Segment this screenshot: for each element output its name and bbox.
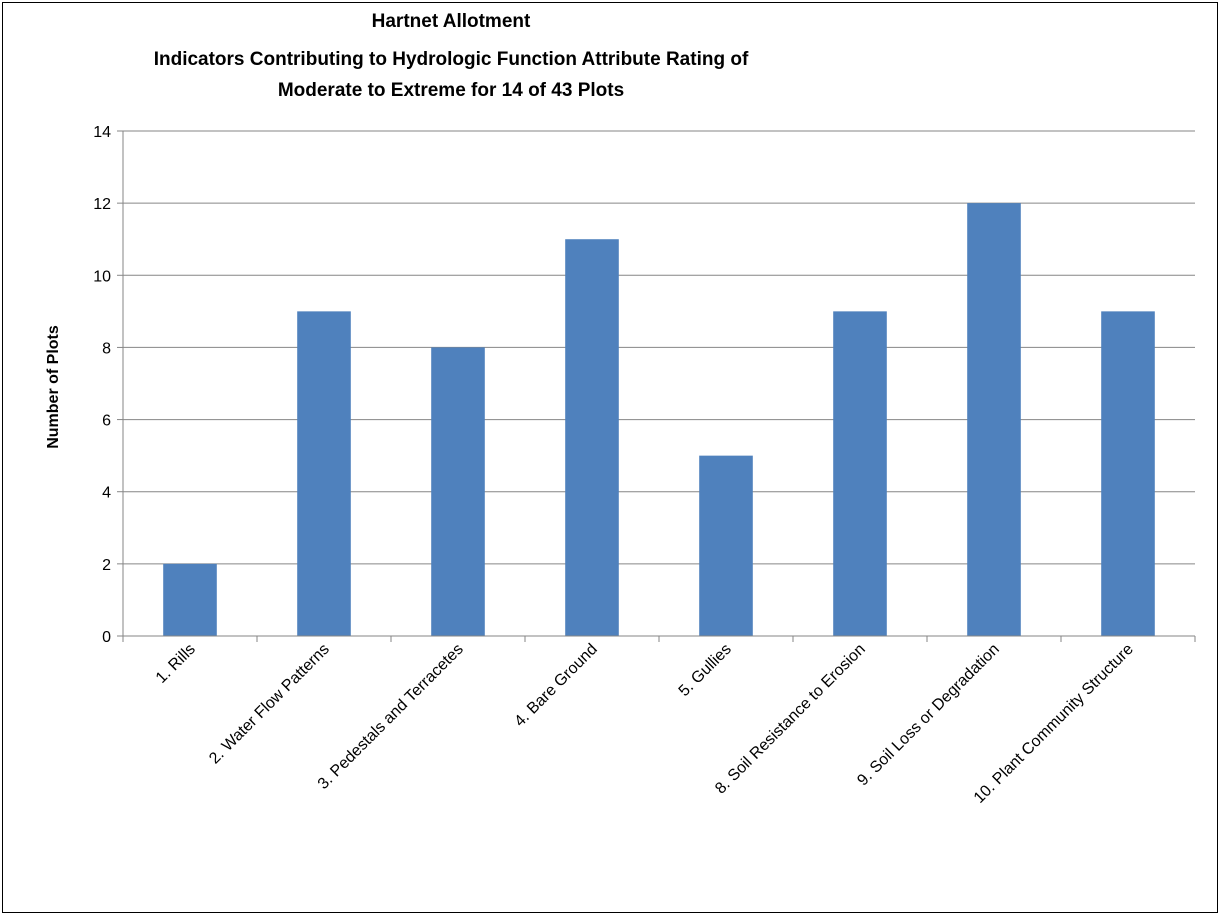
- y-tick-labels: 0 2 4 6 8 10 12 14: [93, 124, 111, 646]
- y-tick-label-0: 0: [102, 629, 111, 646]
- y-tick-label-4: 4: [102, 485, 111, 502]
- chart-title-line-3: Moderate to Extreme for 14 of 43 Plots: [278, 80, 624, 101]
- y-tick-label-8: 8: [102, 340, 111, 357]
- x-tick-label-3: 3. Pedestals and Terracetes: [315, 641, 467, 793]
- x-tick-label-4: 4. Bare Ground: [511, 641, 600, 730]
- bar-2: [297, 311, 351, 636]
- y-tick-label-10: 10: [93, 268, 111, 285]
- bar-5: [699, 455, 753, 636]
- bar-1: [163, 563, 217, 636]
- x-tick-label-6: 8. Soil Resistance to Erosion: [712, 641, 869, 798]
- bars: [163, 203, 1155, 636]
- x-tick-label-7: 9. Soil Loss or Degradation: [854, 641, 1002, 789]
- bar-chart: Hartnet Allotment Indicators Contributin…: [45, 11, 1196, 807]
- axes: [117, 130, 1196, 642]
- bar-3: [431, 347, 485, 636]
- y-tick-label-12: 12: [93, 196, 111, 213]
- x-tick-label-5: 5. Gullies: [676, 641, 735, 700]
- x-tick-label-1: 1. Rills: [153, 641, 199, 687]
- y-tick-label-14: 14: [93, 124, 111, 141]
- y-tick-label-6: 6: [102, 413, 111, 430]
- chart-title: Hartnet Allotment Indicators Contributin…: [154, 11, 749, 101]
- bar-4: [565, 239, 619, 636]
- bar-6: [833, 311, 887, 636]
- y-tick-label-2: 2: [102, 557, 111, 574]
- chart-title-line-2: Indicators Contributing to Hydrologic Fu…: [154, 49, 749, 70]
- bar-8: [1101, 311, 1155, 636]
- x-tick-label-8: 10. Plant Community Structure: [971, 641, 1137, 807]
- gridlines: [123, 130, 1195, 565]
- y-axis-title: Number of Plots: [45, 325, 62, 449]
- bar-7: [967, 203, 1021, 636]
- chart-title-line-1: Hartnet Allotment: [372, 11, 531, 32]
- x-tick-label-2: 2. Water Flow Patterns: [206, 641, 333, 768]
